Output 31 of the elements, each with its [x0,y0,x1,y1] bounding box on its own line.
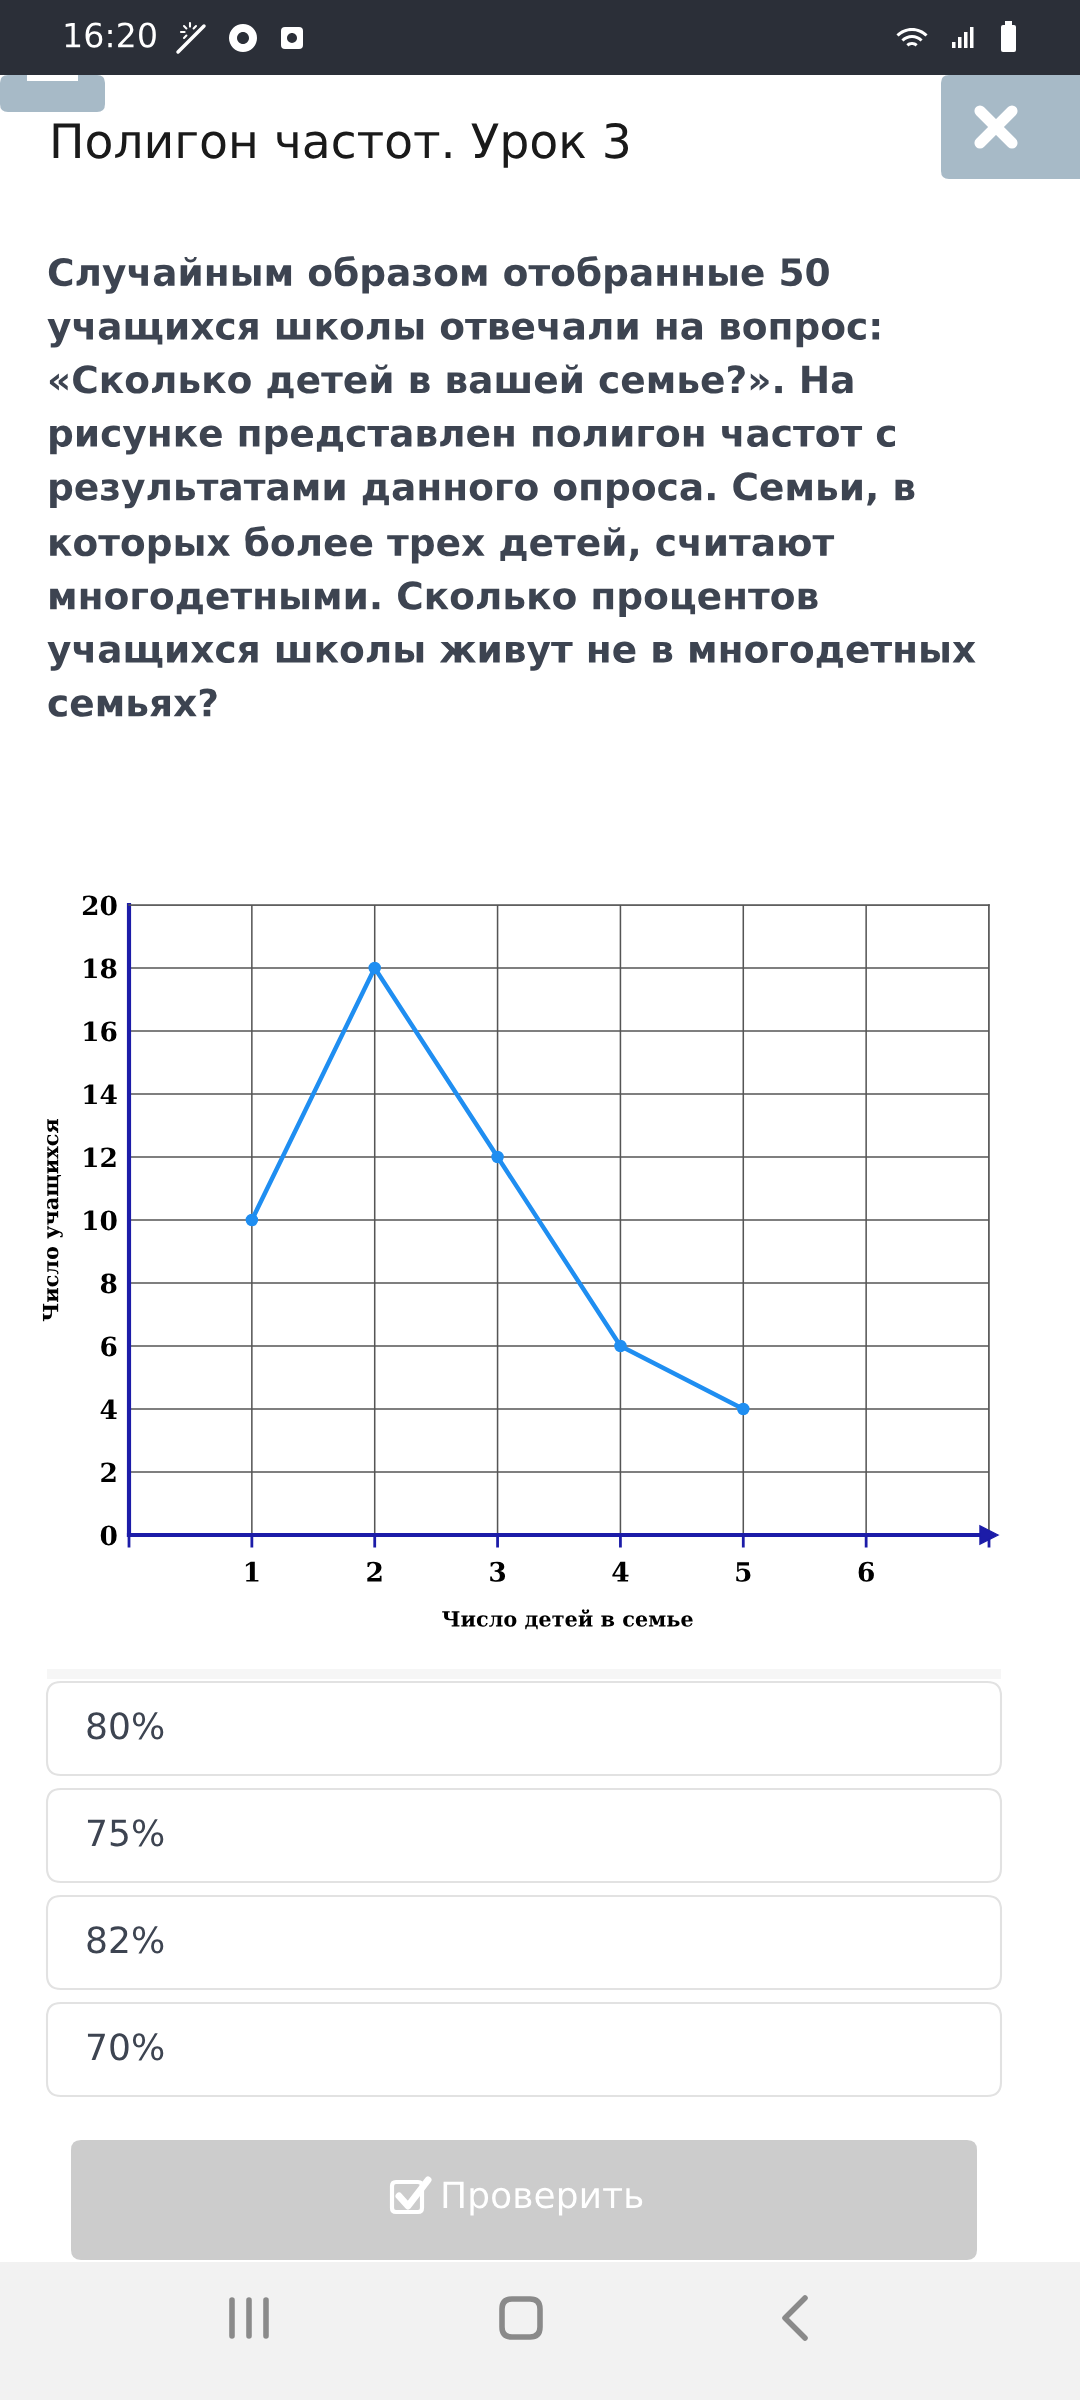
y-tick-label: 4 [100,1399,117,1420]
y-tick-label: 0 [100,1525,117,1546]
text: 82% [87,1926,164,1954]
x-tick-label: 5 [736,1562,751,1582]
text: 70% [87,2033,164,2061]
text: 75% [87,1819,164,1847]
y-tick-label: 12 [84,1147,116,1168]
chart-title: Полигон частот. Урок 3 [53,122,629,168]
y-tick-label: 18 [84,958,117,979]
y-tick-label: 14 [84,1084,117,1105]
text: 80% [87,1712,164,1740]
x-tick-label: 6 [858,1561,874,1582]
y-axis-title: Число учащихся [42,1118,63,1322]
y-tick-label: 20 [82,895,117,916]
x-tick-label: 2 [367,1561,382,1582]
y-tick-label: 2 [101,1462,116,1483]
x-tick-label: 3 [490,1561,506,1582]
y-tick-label: 8 [100,1273,117,1294]
point [614,1339,627,1353]
point [368,961,381,975]
point [737,1402,750,1416]
x-tick-label: 1 [245,1561,259,1582]
point [491,1150,504,1164]
y-tick-label: 10 [84,1210,117,1231]
x-axis-title: Число детей в семье [442,1609,693,1630]
text: 16:20 [65,22,156,48]
y-tick-label: 6 [101,1336,117,1357]
text: Случайным образом отобранные 50 учащихся школы отвечали на вопрос: «Сколько детей в вашей семье?». На рисунке представлен полигон частот с результатами данного опроса. Семьи, в которых более трех детей, считают многодетными. Сколько процентов учащихся школы живут не в многодетных семьях? [47,256,976,717]
x-tick-label: 4 [612,1561,629,1582]
y-tick-label: 16 [84,1021,117,1042]
point [245,1213,259,1227]
